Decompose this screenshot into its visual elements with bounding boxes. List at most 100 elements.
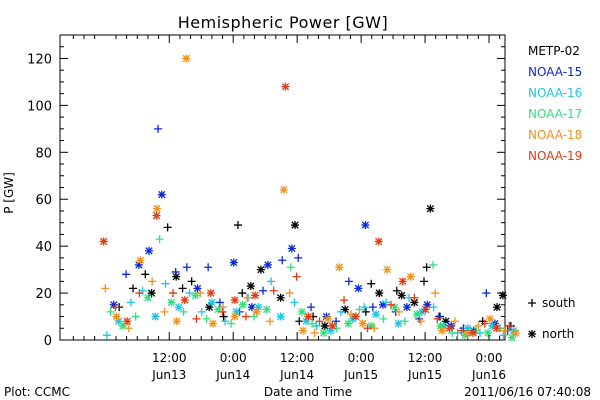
point-south [480, 319, 489, 328]
point-north [136, 256, 145, 265]
point-north [208, 319, 217, 328]
point-north [320, 321, 329, 330]
point-north [147, 289, 156, 298]
point-north [297, 307, 306, 316]
point-south [340, 296, 349, 305]
point-north [205, 303, 214, 312]
point-south [234, 221, 242, 230]
point-south [308, 319, 317, 328]
point-north [151, 312, 160, 321]
point-south [124, 324, 133, 333]
point-north [232, 307, 241, 316]
x-tick-label-time: 0:00 [220, 351, 247, 365]
point-north [390, 303, 399, 312]
point-north [172, 317, 181, 326]
point-north [287, 244, 296, 253]
point-north [112, 312, 121, 321]
point-north [230, 296, 239, 305]
point-north [238, 300, 247, 309]
point-north [291, 221, 300, 230]
point-south [163, 223, 172, 232]
point-north [152, 211, 161, 220]
point-north [421, 305, 430, 314]
point-south [355, 305, 364, 314]
point-north [99, 237, 108, 246]
point-south [285, 289, 294, 298]
point-south [363, 324, 372, 333]
legend-entry: NOAA-18 [528, 128, 582, 142]
y-axis-label: P [GW] [2, 172, 16, 214]
point-north [281, 82, 290, 91]
point-north [182, 54, 191, 63]
point-south [312, 321, 321, 330]
point-south [310, 328, 319, 337]
point-north [406, 272, 415, 281]
point-north [483, 328, 492, 337]
point-north [375, 289, 384, 298]
point-north [254, 303, 263, 312]
point-north [324, 314, 333, 323]
point-south [410, 293, 419, 302]
point-north [498, 291, 507, 300]
point-north [507, 333, 516, 342]
y-tick-label: 40 [35, 240, 52, 255]
point-north [335, 263, 344, 272]
point-south [379, 314, 388, 323]
point-north [417, 307, 426, 316]
point-south [126, 298, 135, 307]
x-tick-label-date: Jun15 [407, 368, 442, 382]
point-north [319, 328, 328, 337]
point-north [351, 312, 360, 321]
y-tick-label: 60 [35, 193, 52, 208]
point-south [382, 298, 391, 307]
point-north [167, 298, 176, 307]
y-tick-label: 20 [35, 287, 52, 302]
point-south [307, 303, 316, 312]
point-south [218, 307, 227, 316]
point-south [129, 284, 138, 293]
marker-legend-label: north [542, 327, 574, 341]
plot-credit: Plot: CCMC [4, 385, 70, 399]
point-north [180, 296, 189, 305]
point-north [109, 300, 118, 309]
point-north [145, 246, 153, 255]
point-south [135, 289, 144, 298]
point-north [206, 289, 215, 298]
legend-entry: METP-02 [528, 44, 580, 58]
x-tick-label-time: 0:00 [476, 351, 503, 365]
point-north [251, 291, 260, 300]
point-north [397, 291, 406, 300]
point-south [416, 317, 425, 326]
point-north [229, 258, 238, 267]
point-south [419, 277, 428, 286]
y-tick-label: 100 [27, 99, 52, 114]
point-south [499, 331, 508, 340]
point-south [187, 277, 196, 286]
point-north [172, 272, 181, 281]
point-south [238, 289, 247, 298]
point-south [219, 312, 228, 321]
point-south [386, 300, 395, 309]
point-north [246, 282, 255, 291]
point-north [214, 305, 223, 314]
point-north [328, 321, 337, 330]
point-south [269, 286, 278, 295]
point-north [463, 324, 472, 333]
legend: METP-02 NOAA-15 NOAA-16 NOAA-17 NOAA-18 NOAA-… [528, 44, 582, 163]
legend-entry: NOAA-17 [528, 107, 582, 121]
point-south [179, 307, 188, 316]
point-north [276, 293, 285, 302]
point-north [263, 260, 272, 269]
point-north [383, 265, 392, 274]
point-south [227, 319, 236, 328]
point-south [160, 307, 169, 316]
point-north [436, 321, 445, 330]
point-north [299, 326, 308, 335]
chart-title: Hemispheric Power [GW] [178, 13, 388, 32]
point-north [511, 328, 520, 337]
x-tick-label-time: 0:00 [348, 351, 375, 365]
point-south [433, 314, 442, 323]
point-south [131, 312, 140, 321]
point-north [152, 204, 161, 213]
